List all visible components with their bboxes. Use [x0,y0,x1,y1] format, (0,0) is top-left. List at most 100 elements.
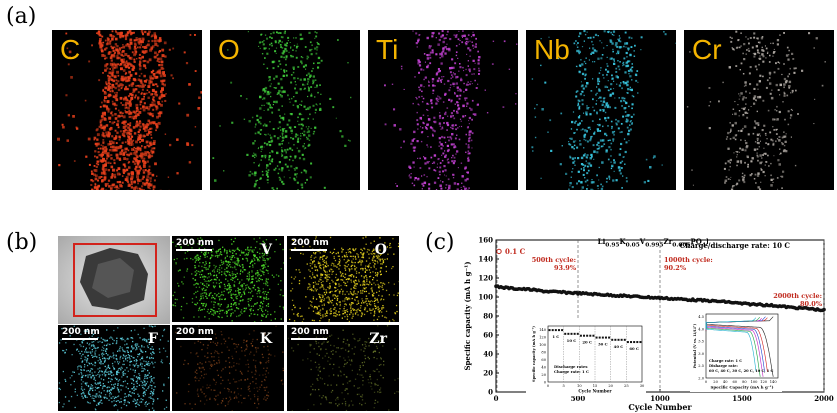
inset-rate-point [639,341,642,344]
inset-x-tick-label: 30 [640,384,645,388]
inset-y-tick-label: 20 [541,373,546,377]
inset-voltage-note: 60 C, 40 C, 30 C, 20 C, 10 C, 1 C [709,369,774,373]
inset-rate-point [579,334,582,337]
inset-discharge-curve [705,321,757,371]
inset-rate-label: 60 C [629,346,639,351]
annotation-retention-title: 500th cycle: [532,256,576,264]
y-tick-label: 0 [488,388,493,397]
inset-voltage-y-tick-label: 4.5 [698,315,704,319]
scale-bar [176,249,212,251]
inset-rate-point [608,336,611,339]
inset-rate-point [626,341,629,344]
eds-map-o: O [210,30,360,190]
panel-b-label: (b) [6,230,38,255]
inset-rate-point [573,332,576,335]
inset-rate-point [567,332,570,335]
eds-element-label: O [218,34,240,65]
inset-x-tick-label: 10 [577,384,582,388]
inset-y-tick-label: 0 [544,381,547,385]
annotation-retention-title: 1000th cycle: [664,256,713,264]
inset-voltage-note: Disharge rate: [709,364,738,368]
eds-element-label: Ti [376,34,399,65]
scale-bar-label: 200 nm [291,238,329,248]
y-tick-label: 140 [478,255,493,264]
inset-rate-label: 10 C [567,338,577,343]
eds-map-f: 200 nm F [58,325,170,411]
eds-element-label: Nb [534,34,570,65]
y-tick-label: 80 [483,312,493,321]
x-axis-label: Cycle Number [628,402,692,412]
inset-voltage-y-axis-label: Potential (V vs. Li/Li⁺) [693,323,697,368]
inset-voltage-x-tick-label: 140 [770,380,778,384]
eds-map-o: 200 nm O [287,236,399,322]
inset-rate-point [604,336,607,339]
inset-rate-point [586,334,589,337]
inset-voltage-x-tick-label: 40 [723,380,728,384]
inset-voltage-x-tick-label: 20 [713,380,718,384]
inset-rate-point [617,338,620,341]
inset-x-tick-label: 0 [547,384,550,388]
inset-rate-point [557,329,560,332]
scale-bar-label: 200 nm [62,327,100,337]
inset-voltage-y-tick-label: 3.5 [698,340,704,344]
inset-rate-label: 1 C [552,334,559,339]
inset-voltage-x-tick-label: 0 [705,380,708,384]
y-tick-label: 20 [483,369,493,378]
inset-voltage-y-tick-label: 3.0 [698,352,704,356]
inset-voltage-x-tick-label: 120 [760,380,768,384]
y-tick-label: 100 [478,293,493,302]
eds-map-zr: 200 nm Zr [287,325,399,411]
eds-element-label: V [261,242,272,258]
inset-discharge-curve [705,321,765,372]
inset-rate-point [583,334,586,337]
inset-discharge-curve [705,321,774,377]
inset-rate-point [561,329,564,332]
eds-element-label: O [374,242,387,258]
inset-voltage-y-tick-label: 2.0 [698,377,704,381]
inset-x-tick-label: 25 [624,384,629,388]
data-point [822,307,826,312]
inset-rate-label: 20 C [582,340,592,345]
eds-map-cr: Cr [684,30,834,190]
inset-discharge-curve [705,321,764,377]
inset-voltage-x-tick-label: 60 [733,380,738,384]
y-tick-label: 160 [478,236,493,245]
inset-rate-point [576,332,579,335]
annotation-retention-title: 2000th cycle: [773,292,822,300]
inset-voltage-x-tick-label: 80 [742,380,747,384]
inset-rate-label: 40 C [614,344,624,349]
eds-map-ti: Ti [368,30,518,190]
eds-element-label: Zr [369,331,387,347]
eds-map-k: 200 nm K [172,325,284,411]
inset-rate-point [548,329,551,332]
inset-y-tick-label: 40 [541,366,546,370]
inset-y-tick-label: 120 [539,336,547,340]
inset-rate-point [636,341,639,344]
inset-x-tick-label: 15 [593,384,598,388]
y-tick-label: 40 [483,350,493,359]
scale-bar [176,338,212,340]
scale-bar [62,338,98,340]
inset-rate-point [630,341,633,344]
inset-y-tick-label: 140 [539,328,547,332]
eds-map-nb: Nb [526,30,676,190]
inset-rate-point [601,336,604,339]
inset-rate-note: Discharge rates [554,364,588,369]
inset-discharge-curve [705,321,768,372]
y-tick-label: 60 [483,331,493,340]
eds-element-label: Cr [692,34,722,65]
inset-voltage-note: Charge rate: 1 C [709,359,742,363]
annotation-initial-rate: 0.1 C [505,247,526,256]
inset-rate-point [598,336,601,339]
inset-x-axis-label: Cycle Number [578,389,612,394]
inset-voltage-y-tick-label: 2.5 [698,364,704,368]
first-cycle-point [496,248,502,255]
annotation-retention-value: 93.9% [554,264,577,272]
x-tick-label: 0 [494,394,499,403]
eds-map-v: 200 nm V [172,236,284,322]
compound-formula: Li0.95K0.05V0.995Zr0.005PO4F [598,237,708,248]
inset-voltage-x-tick-label: 100 [751,380,759,384]
x-tick-label: 1500 [732,394,752,403]
scale-bar [291,338,327,340]
